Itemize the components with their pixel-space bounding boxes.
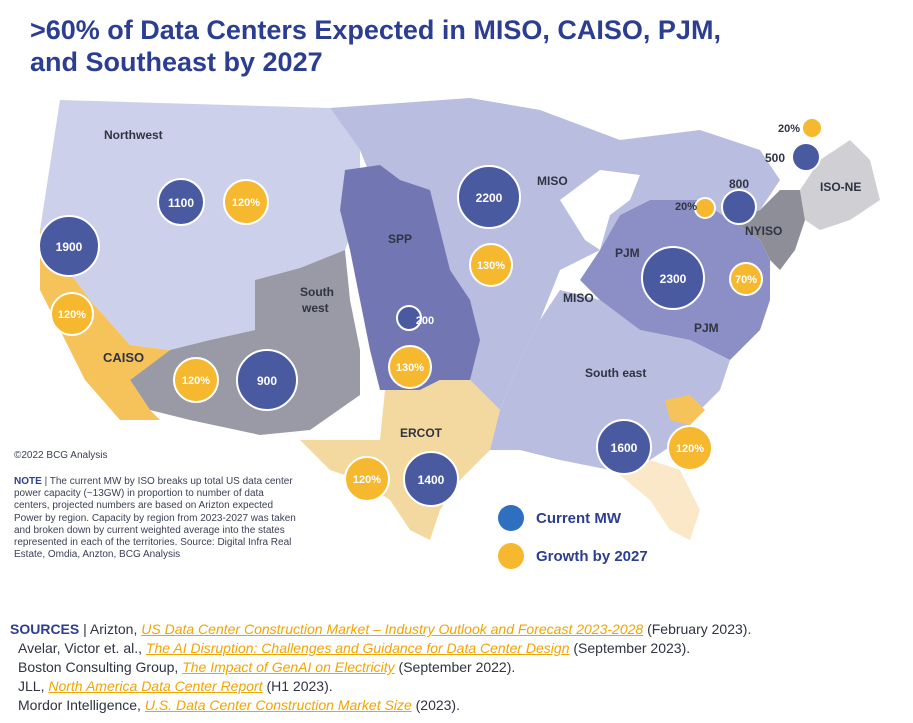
- region-label-northwest: Northwest: [104, 128, 163, 142]
- growth-marker-nyiso: [694, 197, 716, 219]
- region-label-southwest: South: [300, 285, 334, 299]
- region-label-ercot: ERCOT: [400, 426, 443, 440]
- growth-marker-caiso: [50, 292, 94, 336]
- current-marker-nyiso: [721, 189, 757, 225]
- region-shape-southeast-coast: [665, 395, 705, 425]
- region-shape-southeast: [490, 290, 730, 470]
- legend-growth: Growth by 2027: [498, 543, 648, 569]
- current-label-miso: 2200: [476, 191, 503, 205]
- region-shape-ercot: [300, 380, 500, 540]
- growth-marker-miso: [469, 243, 513, 287]
- source-author: Boston Consulting Group,: [18, 659, 179, 675]
- growth-marker-northwest: [223, 179, 269, 225]
- growth-marker-ercot: [344, 456, 390, 502]
- source-author: Mordor Intelligence,: [18, 697, 141, 713]
- growth-marker-southeast: [667, 425, 713, 471]
- current-marker-isone: [791, 142, 821, 172]
- sources-separator: |: [83, 621, 90, 637]
- growth-label-pjm: 70%: [735, 274, 757, 286]
- region-shape-northwest: [40, 100, 360, 350]
- source-author: Arizton,: [89, 621, 138, 637]
- region-shape-isone: [800, 140, 880, 230]
- legend-growth-swatch: [498, 543, 524, 569]
- region-label-pjm-east: PJM: [694, 321, 719, 335]
- source-item: SOURCES | Arizton, US Data Center Constr…: [10, 620, 910, 639]
- region-label-pjm-north: PJM: [615, 246, 640, 260]
- region-label-isone: ISO-NE: [820, 180, 861, 194]
- note-text: The current MW by ISO breaks up total US…: [14, 476, 296, 561]
- growth-marker-spp: [388, 345, 432, 389]
- region-shape-nyiso: [730, 190, 805, 270]
- source-link[interactable]: The Impact of GenAI on Electricity: [182, 659, 395, 675]
- current-label-isone: 500: [765, 151, 785, 165]
- current-marker-spp: [396, 305, 422, 331]
- region-label-miso-central: MISO: [563, 291, 594, 305]
- region-label-nyiso: NYISO: [745, 224, 782, 238]
- region-shape-florida: [620, 460, 700, 540]
- source-item: Avelar, Victor et. al., The AI Disruptio…: [10, 639, 910, 658]
- source-date: (September 2023).: [573, 640, 691, 656]
- region-label-miso-north: MISO: [537, 174, 568, 188]
- growth-marker-isone: [801, 117, 823, 139]
- legend-growth-label: Growth by 2027: [536, 547, 648, 565]
- note-label: NOTE: [14, 476, 42, 487]
- current-marker-ercot: [403, 451, 459, 507]
- current-label-caiso: 1900: [56, 240, 83, 254]
- growth-marker-southwest: [173, 357, 219, 403]
- region-label-caiso: CAISO: [103, 350, 144, 365]
- current-label-northwest: 1100: [168, 196, 194, 210]
- legend-current: Current MW: [498, 505, 621, 531]
- current-marker-northwest: [157, 178, 205, 226]
- growth-label-isone: 20%: [778, 123, 800, 135]
- growth-label-southeast: 120%: [676, 443, 704, 455]
- growth-label-ercot: 120%: [353, 474, 381, 486]
- current-label-ercot: 1400: [418, 473, 445, 487]
- current-label-spp: 200: [416, 315, 434, 327]
- source-link[interactable]: North America Data Center Report: [48, 678, 263, 694]
- current-marker-miso: [457, 165, 521, 229]
- copyright: ©2022 BCG Analysis: [14, 450, 108, 461]
- growth-label-caiso: 120%: [58, 309, 86, 321]
- current-label-nyiso: 800: [729, 177, 749, 191]
- page-title: >60% of Data Centers Expected in MISO, C…: [30, 15, 721, 77]
- source-date: (February 2023).: [647, 621, 752, 637]
- source-author: Avelar, Victor et. al.,: [18, 640, 142, 656]
- region-label-southeast: South east: [585, 366, 646, 380]
- current-marker-pjm: [641, 246, 705, 310]
- growth-label-miso: 130%: [477, 260, 505, 272]
- source-date: (H1 2023).: [266, 678, 333, 694]
- lakes-shape: [560, 170, 640, 250]
- region-shape-spp: [340, 165, 480, 390]
- source-item: Mordor Intelligence, U.S. Data Center Co…: [10, 696, 910, 715]
- source-link[interactable]: US Data Center Construction Market – Ind…: [141, 621, 644, 637]
- us-iso-map: Northwest South west CAISO SPP MISO MISO…: [38, 98, 880, 540]
- source-link[interactable]: The AI Disruption: Challenges and Guidan…: [145, 640, 570, 656]
- current-label-southwest: 900: [257, 374, 277, 388]
- source-date: (September 2022).: [398, 659, 516, 675]
- current-marker-southeast: [596, 419, 652, 475]
- current-label-southeast: 1600: [611, 441, 638, 455]
- source-author: JLL,: [18, 678, 45, 694]
- region-shape-caiso: [40, 230, 170, 420]
- legend-current-label: Current MW: [536, 509, 621, 527]
- growth-label-nyiso: 20%: [675, 201, 697, 213]
- current-marker-southwest: [236, 349, 298, 411]
- growth-label-southwest: 120%: [182, 375, 210, 387]
- region-label-southwest-2: west: [301, 301, 329, 315]
- source-date: (2023).: [415, 697, 460, 713]
- growth-label-northwest: 120%: [232, 197, 260, 209]
- region-label-spp: SPP: [388, 232, 412, 246]
- current-label-pjm: 2300: [660, 272, 687, 286]
- growth-marker-pjm: [729, 262, 763, 296]
- sources: SOURCES | Arizton, US Data Center Constr…: [10, 620, 910, 715]
- note: NOTE | The current MW by ISO breaks up t…: [14, 476, 299, 561]
- growth-label-spp: 130%: [396, 362, 424, 374]
- legend-current-swatch: [498, 505, 524, 531]
- sources-label: SOURCES: [10, 621, 80, 637]
- source-link[interactable]: U.S. Data Center Construction Market Siz…: [144, 697, 412, 713]
- current-marker-caiso: [38, 215, 100, 277]
- note-separator: |: [44, 476, 50, 487]
- source-item: JLL, North America Data Center Report (H…: [10, 677, 910, 696]
- source-item: Boston Consulting Group, The Impact of G…: [10, 658, 910, 677]
